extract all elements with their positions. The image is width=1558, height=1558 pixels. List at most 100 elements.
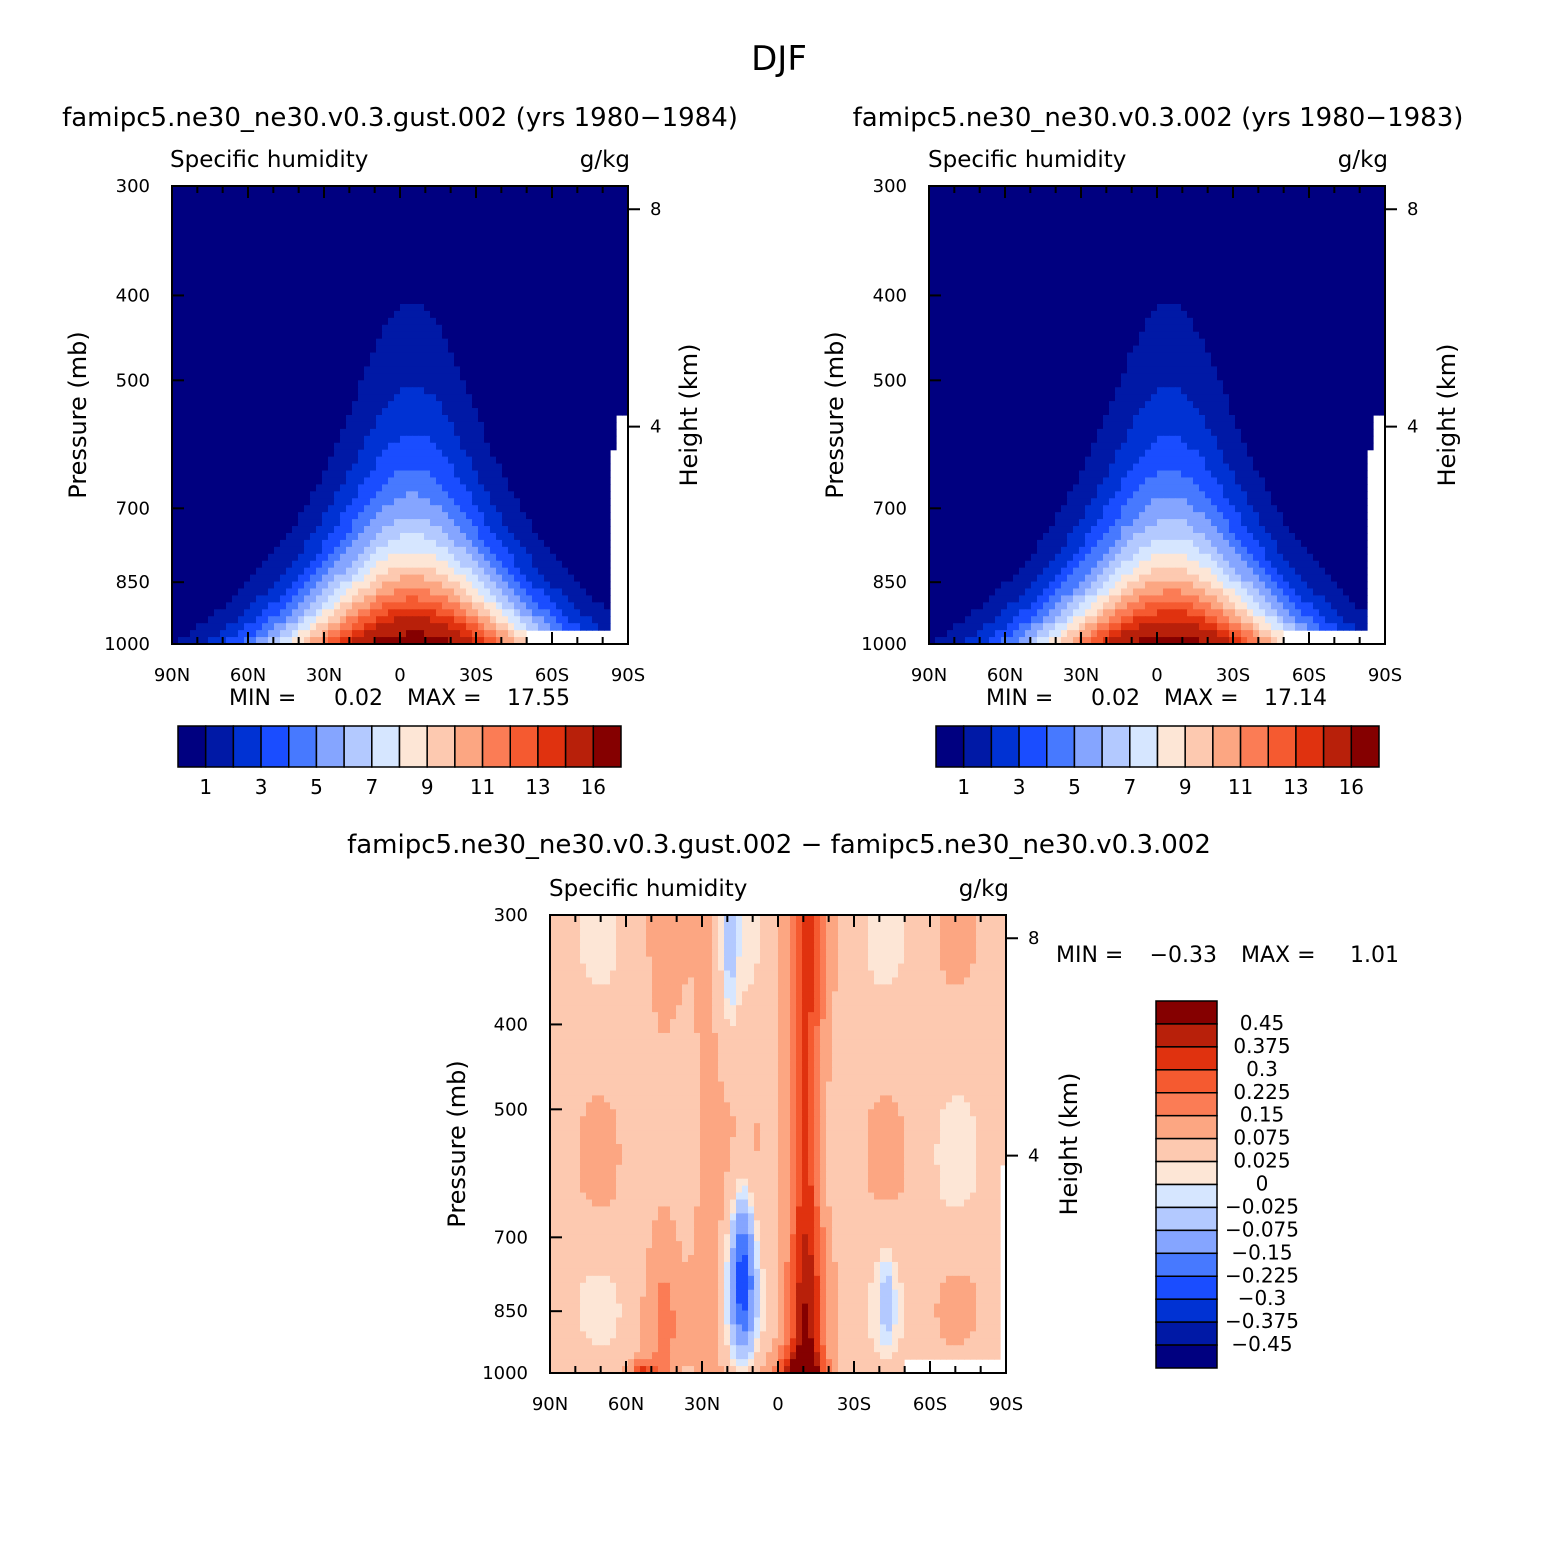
field-cell <box>604 394 611 402</box>
field-cell <box>412 595 419 603</box>
field-cell <box>436 394 443 402</box>
field-cell <box>352 428 359 437</box>
field-cell <box>526 213 533 222</box>
field-cell <box>502 602 509 610</box>
field-cell <box>526 532 533 541</box>
field-cell <box>496 616 503 624</box>
field-cell <box>586 303 593 312</box>
field-cell <box>442 408 449 416</box>
field-cell <box>220 366 227 374</box>
field-cell <box>190 206 197 215</box>
field-cell <box>472 532 479 541</box>
field-cell <box>202 394 209 402</box>
field-cell <box>556 366 563 374</box>
field-cell <box>196 546 203 555</box>
field-cell <box>406 317 413 326</box>
field-cell <box>394 206 401 215</box>
field-cell <box>322 609 329 617</box>
field-cell <box>370 498 377 506</box>
field-cell <box>310 595 317 603</box>
field-cell <box>388 192 395 201</box>
field-cell <box>226 186 233 194</box>
field-cell <box>358 283 365 291</box>
field-cell <box>328 213 335 222</box>
field-cell <box>466 387 473 395</box>
field-cell <box>466 317 473 326</box>
field-cell <box>622 276 629 284</box>
field-cell <box>268 477 275 485</box>
field-cell <box>544 588 551 597</box>
field-cell <box>358 532 365 541</box>
field-cell <box>172 595 179 603</box>
field-cell <box>526 345 533 354</box>
field-cell <box>382 241 389 250</box>
field-cell <box>340 623 347 631</box>
field-cell <box>328 463 335 472</box>
field-cell <box>478 303 485 312</box>
field-cell <box>562 394 569 402</box>
field-cell <box>526 567 533 576</box>
field-cell <box>328 428 335 437</box>
field-cell <box>274 637 281 645</box>
field-cell <box>532 220 539 229</box>
field-cell <box>424 366 431 374</box>
field-cell <box>250 415 257 423</box>
field-cell <box>604 456 611 465</box>
field-cell <box>250 456 257 465</box>
field-cell <box>568 435 575 444</box>
field-cell <box>400 442 407 451</box>
field-cell <box>430 380 437 388</box>
field-cell <box>490 199 497 208</box>
field-cell <box>262 338 269 347</box>
field-cell <box>484 310 491 319</box>
field-cell <box>328 317 335 326</box>
field-cell <box>238 539 245 548</box>
field-cell <box>568 623 575 631</box>
field-cell <box>562 505 569 513</box>
field-cell <box>550 241 557 250</box>
field-cell <box>340 546 347 555</box>
field-cell <box>280 317 287 326</box>
field-cell <box>430 213 437 222</box>
field-cell <box>544 234 551 243</box>
field-cell <box>484 630 491 638</box>
field-cell <box>256 428 263 437</box>
field-cell <box>310 303 317 312</box>
field-cell <box>592 234 599 243</box>
field-cell <box>412 248 419 256</box>
field-cell <box>304 303 311 312</box>
field-cell <box>562 512 569 520</box>
field-cell <box>304 338 311 347</box>
field-cell <box>592 623 599 631</box>
field-cell <box>544 595 551 603</box>
field-cell <box>214 519 221 527</box>
field-cell <box>544 317 551 326</box>
field-cell <box>202 213 209 222</box>
field-cell <box>544 449 551 458</box>
field-cell <box>610 234 617 243</box>
field-cell <box>316 484 323 492</box>
field-cell <box>358 366 365 374</box>
field-cell <box>394 283 401 291</box>
field-cell <box>346 519 353 527</box>
field-cell <box>328 574 335 583</box>
field-cell <box>202 553 209 562</box>
field-cell <box>286 532 293 541</box>
field-cell <box>400 574 407 583</box>
field-cell <box>448 241 455 250</box>
field-cell <box>622 317 629 326</box>
field-cell <box>388 290 395 298</box>
field-cell <box>202 456 209 465</box>
field-cell <box>238 199 245 208</box>
colorbar-swatch <box>398 725 428 768</box>
field-cell <box>190 532 197 541</box>
field-cell <box>604 227 611 236</box>
field-cell <box>352 317 359 326</box>
field-cell <box>244 519 251 527</box>
field-cell <box>400 345 407 354</box>
field-cell <box>310 546 317 555</box>
field-cell <box>334 310 341 319</box>
field-cell <box>304 283 311 291</box>
field-cell <box>556 526 563 534</box>
field-cell <box>310 560 317 569</box>
